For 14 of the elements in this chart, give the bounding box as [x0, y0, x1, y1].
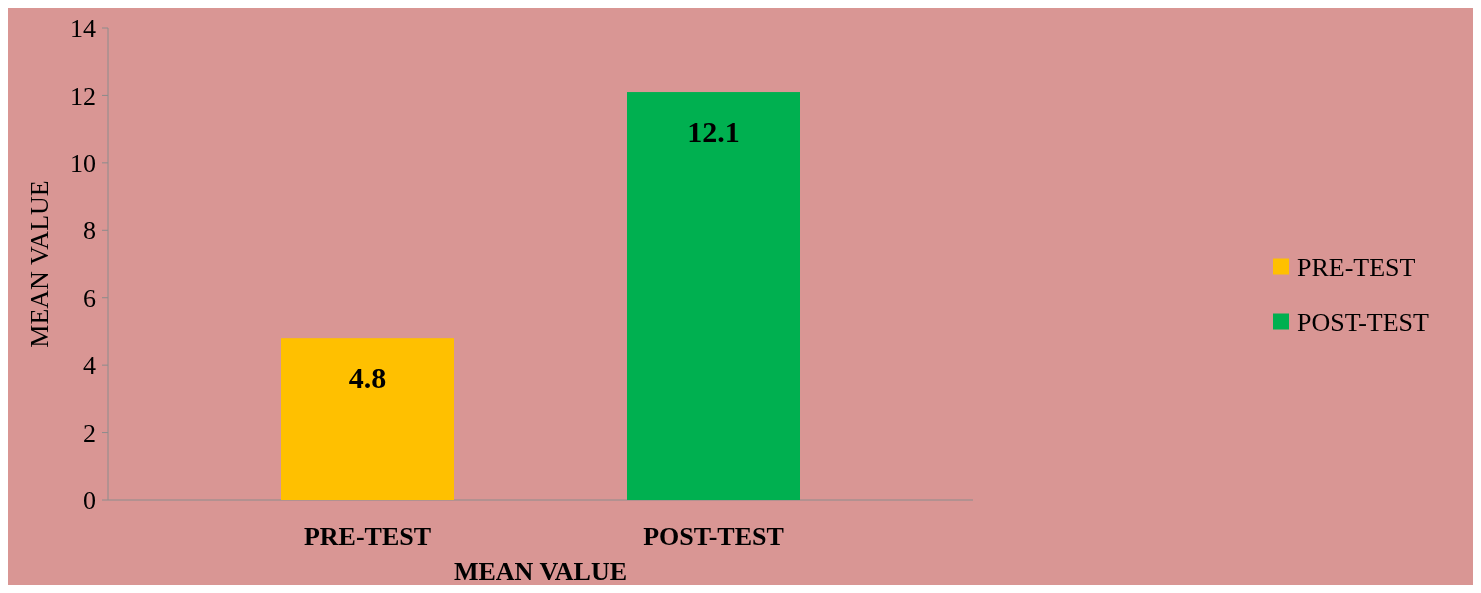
y-tick-label: 6 — [83, 283, 96, 313]
y-tick-label: 14 — [70, 14, 96, 44]
y-tick-label: 12 — [70, 81, 96, 111]
y-tick-label: 8 — [83, 216, 96, 246]
legend-label: POST-TEST — [1297, 307, 1430, 337]
y-tick-label: 10 — [70, 148, 96, 178]
x-axis-title: MEAN VALUE — [453, 557, 628, 586]
data-label: 12.1 — [687, 115, 740, 149]
data-label: 4.8 — [348, 361, 387, 395]
y-tick-label: 2 — [83, 418, 96, 448]
y-tick-label: 4 — [83, 351, 96, 381]
y-axis-title: MEAN VALUE — [25, 180, 54, 348]
legend-label: PRE-TEST — [1297, 252, 1416, 282]
y-tick-label: 0 — [83, 486, 96, 516]
